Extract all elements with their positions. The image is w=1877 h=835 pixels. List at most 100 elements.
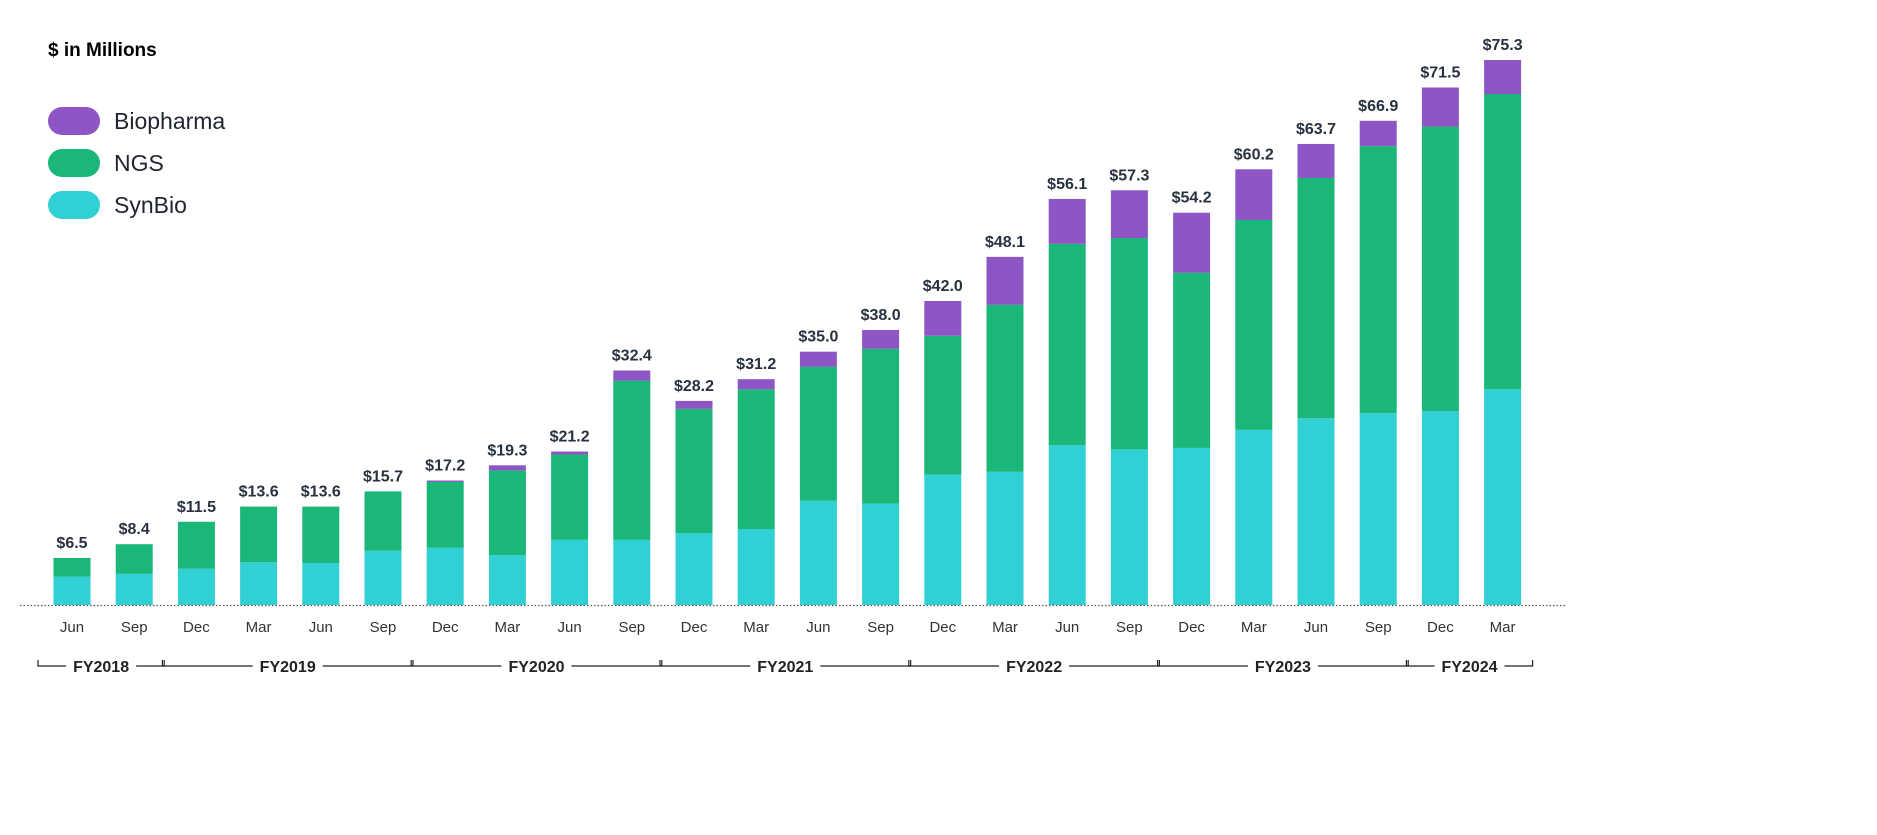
bar-segment-synbio (862, 503, 900, 605)
x-tick-label: Dec (929, 619, 956, 636)
total-label: $13.6 (301, 484, 341, 501)
bar-segment-synbio (1484, 389, 1522, 605)
bar-segment-synbio (1048, 445, 1086, 605)
x-tick-label: Sep (1365, 619, 1392, 636)
bar-segment-synbio (488, 555, 526, 605)
x-tick-label: Jun (309, 619, 333, 636)
bar-segment-synbio (613, 539, 651, 605)
x-tick-label: Mar (1490, 619, 1516, 636)
bar-segment-ngs (737, 389, 775, 530)
total-label: $21.2 (550, 429, 590, 446)
x-tick-label: Jun (1055, 619, 1079, 636)
total-label: $38.0 (861, 307, 901, 324)
y-unit-label: $ in Millions (48, 40, 157, 61)
x-tick-label: Dec (1427, 619, 1454, 636)
fiscal-year-label: FY2018 (73, 659, 129, 676)
bar-segment-synbio (737, 529, 775, 605)
x-tick-label: Dec (432, 619, 459, 636)
bar-segment-biopharma (613, 370, 651, 381)
total-label: $31.2 (736, 356, 776, 373)
x-tick-label: Sep (1116, 619, 1143, 636)
bar-segment-ngs (986, 304, 1024, 472)
bar-segment-ngs (177, 521, 215, 569)
bar-segment-synbio (426, 547, 464, 605)
bar-segment-ngs (613, 380, 651, 540)
x-tick-label: Jun (558, 619, 582, 636)
bar-segment-synbio (53, 576, 91, 605)
bar-segment-ngs (302, 506, 340, 564)
bar-segment-ngs (426, 481, 464, 548)
bar-segment-ngs (1484, 94, 1522, 390)
bar-segment-synbio (1173, 447, 1211, 605)
bar-segment-biopharma (1048, 198, 1086, 244)
legend-label: SynBio (114, 191, 187, 218)
bar-segment-ngs (862, 348, 900, 504)
bar-segment-ngs (1297, 177, 1335, 419)
bar-segment-synbio (799, 500, 837, 605)
bar-segment-ngs (1421, 126, 1459, 412)
bar-segment-ngs (115, 544, 153, 574)
x-tick-label: Dec (1178, 619, 1205, 636)
bar-segment-synbio (924, 474, 962, 605)
bar-segment-synbio (1421, 411, 1459, 605)
bar-segment-biopharma (924, 301, 962, 336)
bar-segment-ngs (675, 408, 713, 534)
bar-segment-synbio (302, 563, 340, 605)
bar-segment-synbio (1359, 413, 1397, 605)
bar-segment-synbio (551, 539, 589, 605)
total-label: $8.4 (119, 521, 150, 538)
x-tick-label: Dec (681, 619, 708, 636)
bar-segment-ngs (799, 366, 837, 501)
total-label: $71.5 (1420, 65, 1460, 82)
total-label: $11.5 (177, 499, 216, 516)
bar-segment-ngs (240, 506, 278, 563)
x-tick-label: Mar (743, 619, 769, 636)
total-label: $75.3 (1483, 37, 1523, 54)
fiscal-year-label: FY2024 (1441, 659, 1497, 676)
bar-segment-biopharma (1359, 120, 1397, 147)
legend-item-biopharma: Biopharma (48, 100, 225, 142)
bar-segment-synbio (1110, 449, 1148, 605)
legend-item-ngs: NGS (48, 142, 225, 184)
total-label: $32.4 (612, 347, 652, 364)
total-label: $19.3 (487, 442, 527, 459)
x-tick-label: Mar (992, 619, 1018, 636)
bar-segment-ngs (551, 454, 589, 540)
bar-segment-ngs (1235, 219, 1273, 430)
bar-segment-biopharma (1421, 87, 1459, 127)
bar-segment-ngs (1110, 238, 1148, 450)
x-tick-label: Sep (618, 619, 645, 636)
x-tick-label: Mar (494, 619, 520, 636)
bar-segment-biopharma (737, 379, 775, 390)
legend-swatch (48, 191, 100, 219)
bar-segment-biopharma (488, 465, 526, 471)
x-tick-label: Jun (806, 619, 830, 636)
bar-segment-synbio (177, 568, 215, 605)
fiscal-year-label: FY2021 (757, 659, 813, 676)
bar-segment-biopharma (986, 256, 1024, 305)
bar-segment-synbio (986, 471, 1024, 605)
bar-segment-ngs (1173, 272, 1211, 448)
bar-segment-ngs (1048, 243, 1086, 446)
total-label: $56.1 (1047, 176, 1087, 193)
total-label: $60.2 (1234, 146, 1274, 163)
total-label: $35.0 (798, 329, 838, 346)
bar-segment-synbio (240, 562, 278, 605)
x-tick-label: Sep (867, 619, 894, 636)
total-label: $54.2 (1172, 190, 1212, 207)
bar-segment-synbio (675, 533, 713, 605)
bar-segment-biopharma (426, 480, 464, 482)
bar-segment-ngs (924, 335, 962, 475)
bar-segment-ngs (488, 470, 526, 556)
bar-segment-biopharma (551, 451, 589, 455)
bar-segment-ngs (53, 557, 91, 577)
fiscal-year-label: FY2019 (260, 659, 316, 676)
bar-segment-ngs (364, 491, 402, 551)
x-tick-label: Jun (60, 619, 84, 636)
bar-segment-synbio (1297, 418, 1335, 605)
x-tick-label: Dec (183, 619, 210, 636)
legend-label: Biopharma (114, 107, 226, 134)
legend-label: NGS (114, 149, 164, 176)
total-label: $57.3 (1109, 167, 1149, 184)
